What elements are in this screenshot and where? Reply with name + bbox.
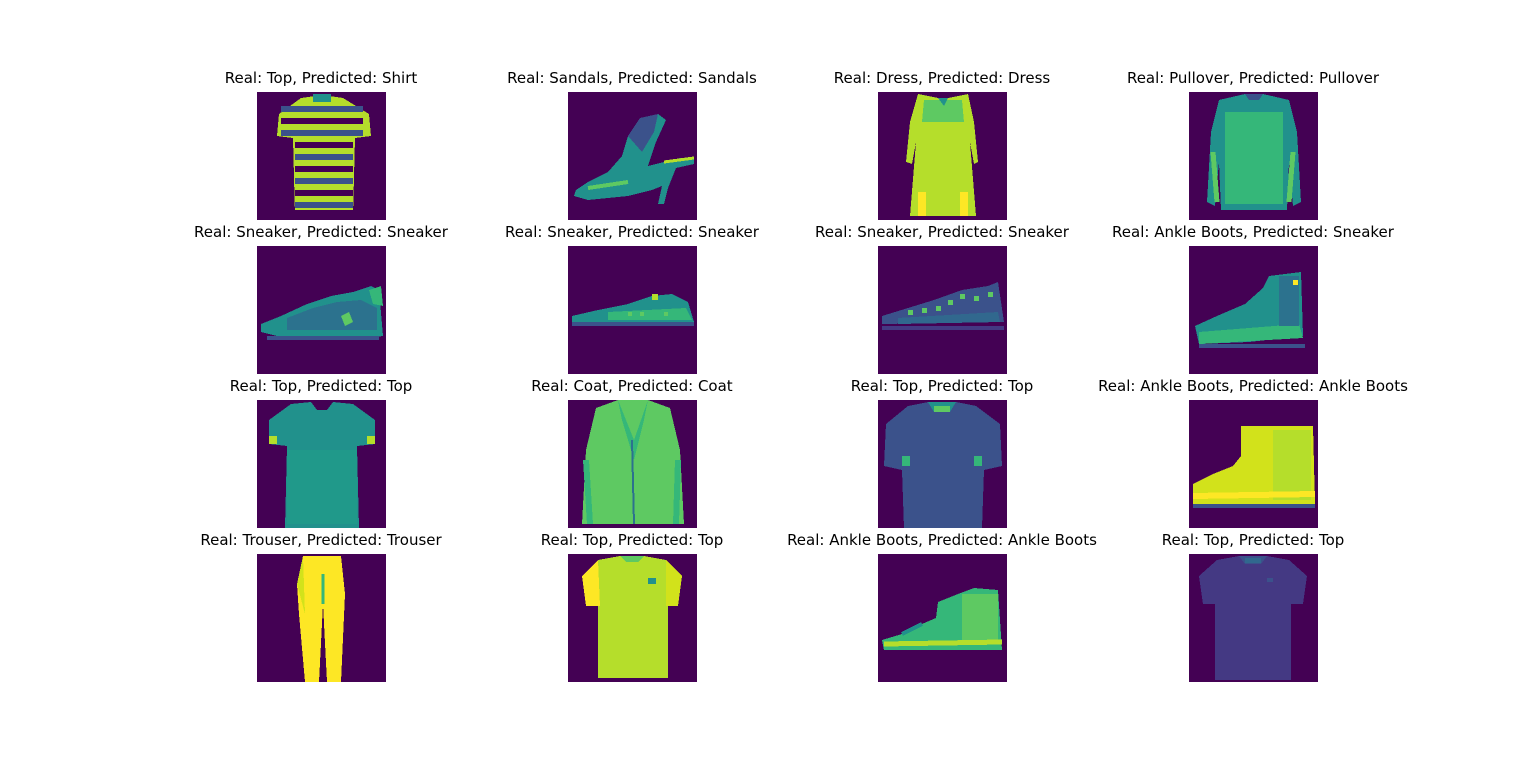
coat-icon xyxy=(582,400,684,525)
boot-icon xyxy=(1195,272,1305,348)
subplot-title: Real: Sneaker, Predicted: Sneaker xyxy=(815,223,1069,241)
tshirt-icon xyxy=(884,402,1002,528)
shirt-icon xyxy=(277,94,371,216)
subplot-title: Real: Dress, Predicted: Dress xyxy=(833,69,1051,87)
tshirt-icon xyxy=(269,402,375,528)
sample-image xyxy=(257,554,386,682)
pullover-icon xyxy=(1207,94,1301,210)
subplot-title: Real: Sneaker, Predicted: Sneaker xyxy=(194,223,448,241)
sneaker-icon xyxy=(882,282,1004,330)
subplot-title: Real: Top, Predicted: Top xyxy=(229,377,413,395)
sample-image xyxy=(257,400,386,528)
boot-icon xyxy=(1192,426,1316,508)
trouser-icon xyxy=(297,556,345,682)
sample-image xyxy=(1189,400,1318,528)
sneaker-icon xyxy=(261,286,383,340)
sample-image xyxy=(878,246,1007,374)
tshirt-icon xyxy=(582,556,682,678)
subplot-title: Real: Ankle Boots, Predicted: Ankle Boot… xyxy=(787,531,1097,549)
subplot-title: Real: Top, Predicted: Top xyxy=(1161,531,1345,549)
subplot-title: Real: Trouser, Predicted: Trouser xyxy=(200,531,442,549)
subplot-title: Real: Ankle Boots, Predicted: Ankle Boot… xyxy=(1098,377,1408,395)
sandal-icon xyxy=(574,114,695,204)
subplot-title: Real: Top, Predicted: Top xyxy=(850,377,1034,395)
sample-image xyxy=(1189,554,1318,682)
sample-image xyxy=(568,554,697,682)
subplot-title: Real: Pullover, Predicted: Pullover xyxy=(1126,69,1380,87)
sample-image xyxy=(1189,92,1318,220)
dress-icon xyxy=(906,94,978,216)
subplot-title: Real: Sneaker, Predicted: Sneaker xyxy=(505,223,759,241)
sample-image xyxy=(568,400,697,528)
subplot-title: Real: Top, Predicted: Shirt xyxy=(224,69,418,87)
subplot-title: Real: Coat, Predicted: Coat xyxy=(531,377,733,395)
subplot-title: Real: Top, Predicted: Top xyxy=(540,531,724,549)
subplot-title: Real: Sandals, Predicted: Sandals xyxy=(507,69,757,87)
sample-image xyxy=(878,92,1007,220)
sample-image xyxy=(1189,246,1318,374)
sample-image xyxy=(257,246,386,374)
subplot-title: Real: Ankle Boots, Predicted: Sneaker xyxy=(1112,223,1394,241)
boot-icon xyxy=(882,588,1003,650)
sample-image xyxy=(257,92,386,220)
sample-image xyxy=(568,246,697,374)
sneaker-icon xyxy=(572,294,694,326)
tshirt-icon xyxy=(1199,556,1307,680)
sample-image xyxy=(568,92,697,220)
sample-image xyxy=(878,554,1007,682)
sample-image xyxy=(878,400,1007,528)
